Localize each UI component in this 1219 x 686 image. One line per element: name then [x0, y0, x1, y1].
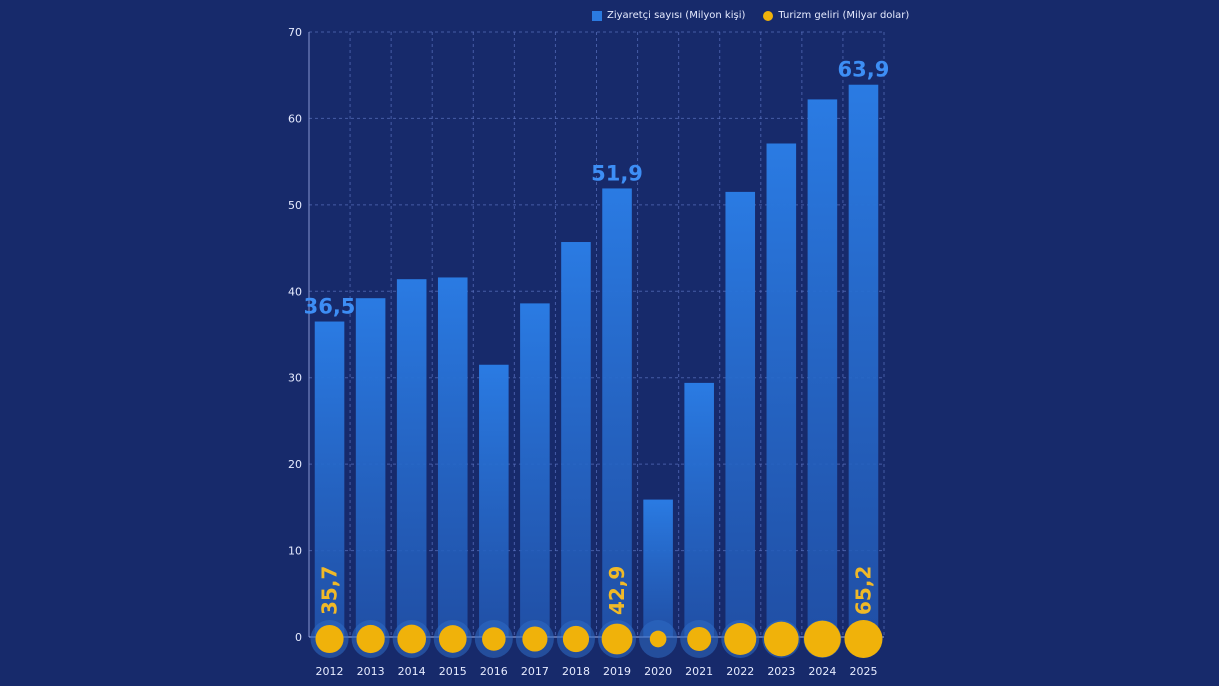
x-tick-label: 2023 [767, 665, 795, 678]
x-tick-label: 2021 [685, 665, 713, 678]
bar-2021 [684, 382, 714, 637]
bubble-2025 [844, 620, 883, 658]
x-tick-label: 2016 [480, 665, 508, 678]
bubble-value-label: 35,7 [318, 566, 342, 615]
legend-label-visitors: Ziyaretçi sayısı (Milyon kişi) [607, 10, 746, 21]
legend-label-revenue: Turizm geliri (Milyar dolar) [778, 10, 910, 21]
x-tick-label: 2019 [603, 665, 631, 678]
grid [309, 31, 885, 637]
bar-value-label: 51,9 [591, 161, 643, 185]
x-tick-label: 2024 [808, 665, 836, 678]
bubble-2024 [804, 620, 841, 658]
y-tick-label: 20 [288, 458, 302, 471]
legend-item-visitors: Ziyaretçi sayısı (Milyon kişi) [592, 10, 745, 21]
x-tick-label: 2012 [316, 665, 344, 678]
y-tick-label: 30 [288, 372, 302, 385]
labels: 36,5 51,9 63,9 35,7 42,9 65,2 [304, 58, 890, 615]
bubble-2015 [438, 625, 467, 653]
bubble-2017 [522, 626, 548, 652]
x-tick-label: 2017 [521, 665, 549, 678]
legend-item-revenue: Turizm geliri (Milyar dolar) [763, 10, 909, 21]
x-tick-label: 2013 [357, 665, 385, 678]
bar-2012 [314, 321, 345, 637]
bubble-value-label: 42,9 [605, 566, 629, 615]
bubble-2018 [562, 625, 590, 653]
y-tick-label: 60 [288, 112, 302, 125]
bar-2023 [766, 143, 797, 637]
y-tick-label: 50 [288, 199, 302, 212]
bubble-2021 [687, 627, 712, 651]
bar-2016 [479, 364, 509, 637]
y-tick-label: 0 [295, 631, 302, 644]
bar-2024 [807, 99, 838, 637]
x-tick-label: 2022 [726, 665, 754, 678]
bubble-2023 [763, 621, 799, 657]
x-tick-label: 2020 [644, 665, 672, 678]
bubble-2013 [356, 624, 385, 654]
bar-2025 [848, 84, 879, 637]
bubble-2016 [482, 627, 506, 651]
bubble-2014 [397, 624, 426, 654]
axis: 0 10 20 30 40 50 60 70 2012 2013 2014 2015 2016 2017 2… [288, 26, 884, 678]
bar-2017 [520, 303, 550, 637]
y-tick-label: 40 [288, 285, 302, 298]
x-tick-label: 2018 [562, 665, 590, 678]
bar-2022 [725, 191, 756, 637]
bar-2013 [355, 298, 386, 637]
bar-value-label: 63,9 [838, 58, 890, 82]
bubble-2020 [649, 630, 667, 648]
legend: Ziyaretçi sayısı (Milyon kişi) Turizm ge… [592, 10, 909, 21]
bar-value-label: 36,5 [304, 295, 356, 319]
legend-square-icon [592, 10, 602, 21]
y-tick-label: 10 [288, 545, 302, 558]
bubble-2022 [724, 622, 757, 656]
bar-2015 [437, 277, 468, 637]
bar-2018 [561, 242, 591, 637]
bubble-2012 [315, 624, 344, 654]
legend-circle-icon [763, 10, 774, 21]
bubbles [310, 620, 883, 658]
x-tick-label: 2025 [849, 665, 877, 678]
bar-2020 [643, 499, 673, 637]
bars [314, 84, 879, 637]
bar-2019 [602, 188, 632, 637]
bubble-2019 [601, 623, 633, 655]
x-tick-label: 2015 [439, 665, 467, 678]
y-tick-label: 70 [288, 26, 302, 39]
bubble-value-label: 65,2 [851, 566, 875, 615]
x-tick-label: 2014 [398, 665, 426, 678]
bar-2014 [396, 279, 427, 637]
